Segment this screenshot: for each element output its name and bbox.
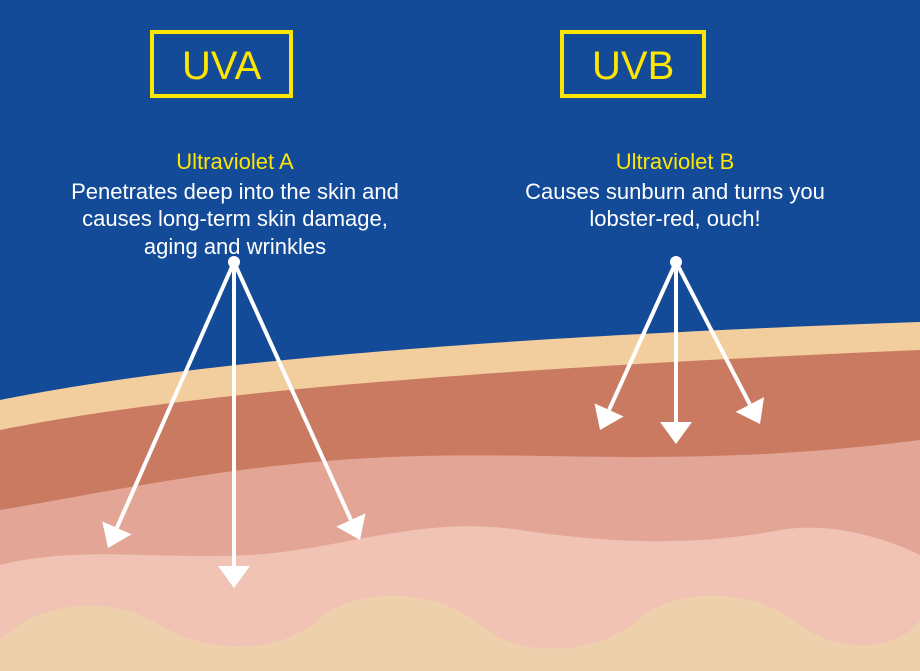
uva-subtitle: Ultraviolet A Penetrates deep into the s…: [55, 148, 415, 260]
uvb-name: Ultraviolet B: [495, 148, 855, 176]
uva-title-box: UVA: [150, 30, 293, 98]
diagram-canvas: [0, 0, 920, 671]
uvb-subtitle: Ultraviolet B Causes sunburn and turns y…: [495, 148, 855, 233]
uvb-title-box: UVB: [560, 30, 706, 98]
uva-description: Penetrates deep into the skin and causes…: [55, 178, 415, 261]
uva-title-text: UVA: [182, 44, 261, 88]
uvb-description: Causes sunburn and turns you lobster-red…: [495, 178, 855, 233]
uvb-title-text: UVB: [592, 44, 674, 88]
uva-name: Ultraviolet A: [55, 148, 415, 176]
